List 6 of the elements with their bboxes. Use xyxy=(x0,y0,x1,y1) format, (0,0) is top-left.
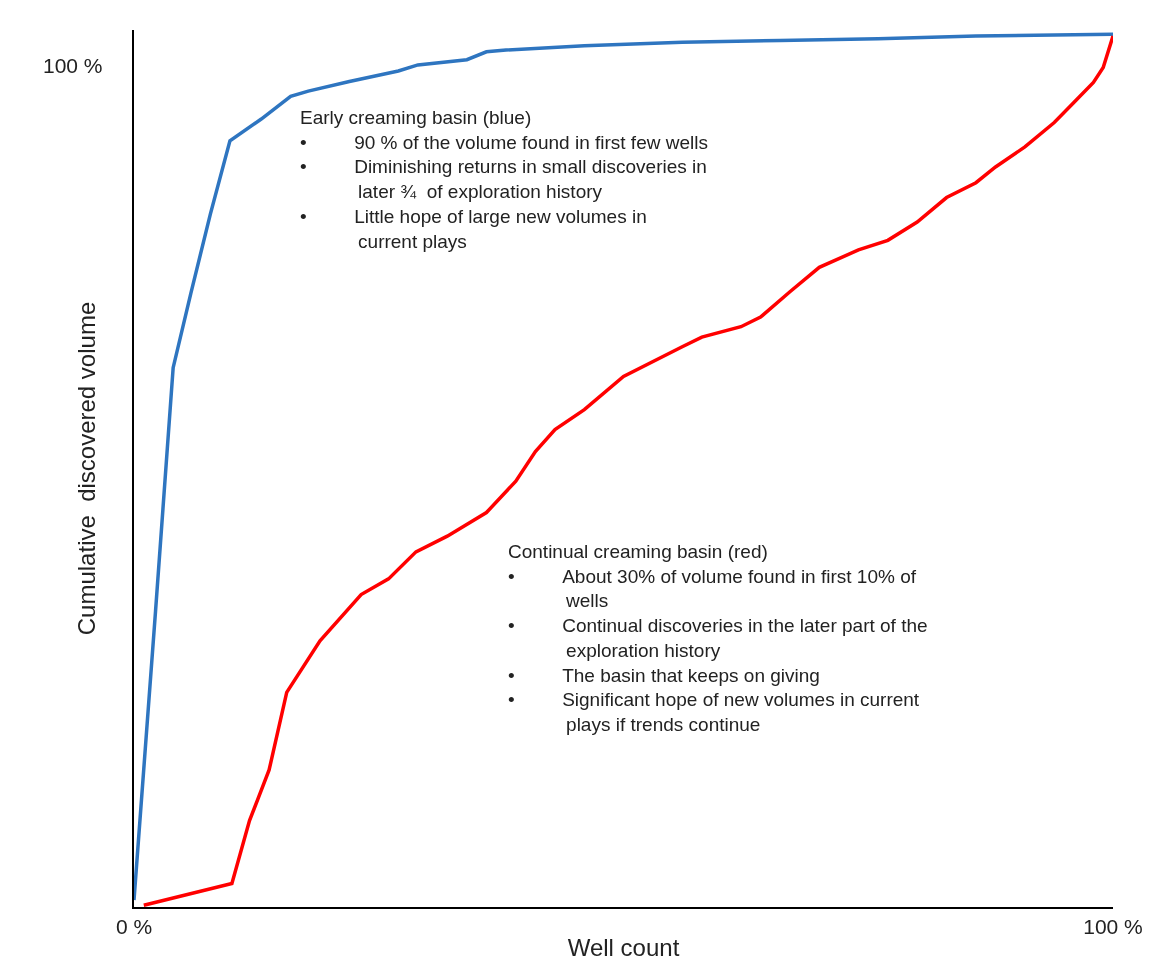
x-tick-label: 0 % xyxy=(115,915,153,939)
y-axis-title: Cumulative discovered volume xyxy=(72,301,100,636)
annotation: Continual creaming basin (red) • About 30% of volume found in first 10% of wells • Continual discoveries in the later part of the exploration history • The basin that keeps on giving • Significant hope of new volumes in current plays if trends continue xyxy=(508,541,928,735)
annotation: Early creaming basin (blue) • 90 % of the volume found in first few wells • Diminishing returns in small discoveries in later ¾ of exploration history • Little hope of large new volumes in current plays xyxy=(300,107,708,252)
x-axis-title: Well count xyxy=(567,934,680,961)
text: 100 % xyxy=(43,54,103,77)
